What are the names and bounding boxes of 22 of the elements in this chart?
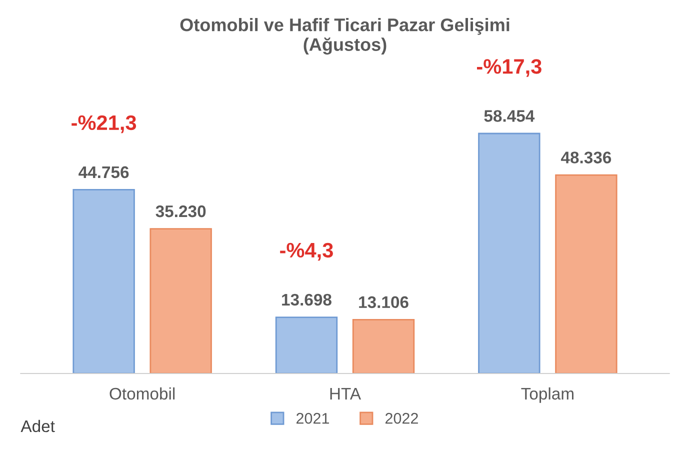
data-label: 48.336	[560, 152, 612, 164]
data-label: 13.698	[282, 294, 332, 306]
bar	[72, 189, 135, 374]
text: -%21,3	[72, 115, 136, 134]
legend-label: 2021	[296, 412, 329, 424]
chart-title: Otomobil ve Hafif Ticari Pazar Gelişimi (Ağustos)	[180, 18, 510, 55]
data-label: 44.756	[78, 166, 129, 178]
text: Adet	[20, 420, 55, 432]
text: -%17,3	[476, 59, 542, 77]
data-label: 58.454	[484, 110, 535, 122]
x-tick-label: Toplam	[521, 387, 574, 403]
legend-label: 2022	[385, 412, 418, 424]
x-tick-label: Otomobil	[110, 387, 175, 400]
x-tick-label: HTA	[330, 388, 362, 400]
bar	[275, 316, 338, 374]
bar	[150, 228, 212, 374]
annotation: -%4,3	[280, 242, 333, 261]
bar	[478, 132, 540, 374]
bar	[352, 318, 415, 374]
bar	[555, 174, 618, 374]
data-label: 35.230	[156, 205, 206, 218]
data-label: 13.106	[359, 296, 408, 308]
